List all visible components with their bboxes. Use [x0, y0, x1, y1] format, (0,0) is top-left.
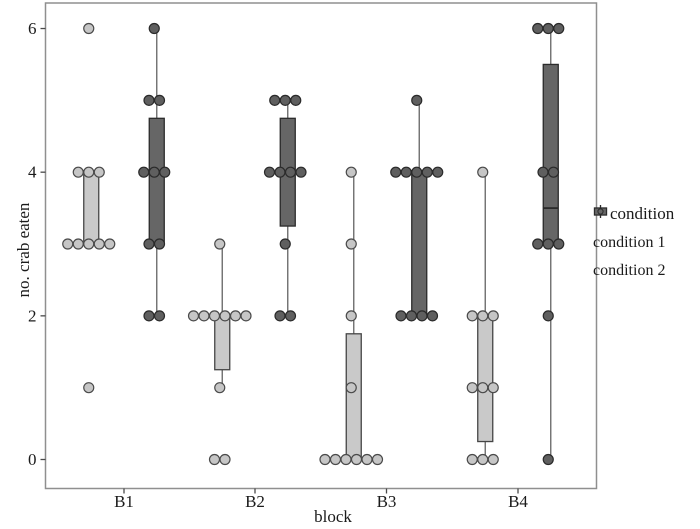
- svg-text:2: 2: [28, 306, 37, 325]
- legend-title: condition: [610, 204, 675, 223]
- svg-text:B2: B2: [245, 492, 265, 511]
- svg-text:B4: B4: [508, 492, 528, 511]
- svg-text:4: 4: [28, 163, 37, 182]
- svg-text:0: 0: [28, 450, 37, 469]
- legend: condition condition 1 condition 2: [593, 204, 699, 280]
- legend-item-condition-1: condition 1: [593, 205, 699, 252]
- legend-item-condition-2: condition 2: [593, 205, 699, 280]
- svg-text:B3: B3: [377, 492, 397, 511]
- legend-label-condition-2: condition 2: [593, 262, 666, 279]
- svg-text:B1: B1: [114, 492, 134, 511]
- y-axis-title: no. crab eaten: [14, 202, 33, 298]
- x-axis-title: block: [314, 507, 352, 526]
- legend-label-condition-1: condition 1: [593, 234, 666, 251]
- boxplot-key-icon: [593, 205, 608, 218]
- svg-text:6: 6: [28, 19, 37, 38]
